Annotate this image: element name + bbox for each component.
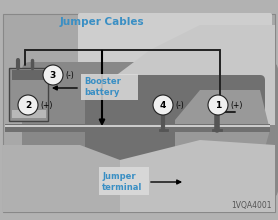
- Circle shape: [43, 65, 63, 85]
- FancyBboxPatch shape: [85, 75, 265, 170]
- Bar: [12, 110, 46, 118]
- Text: (-): (-): [175, 101, 184, 110]
- Text: (-): (-): [65, 70, 74, 79]
- Polygon shape: [120, 140, 275, 212]
- FancyBboxPatch shape: [81, 74, 138, 100]
- Circle shape: [208, 95, 228, 115]
- FancyBboxPatch shape: [78, 13, 272, 127]
- Bar: [12, 70, 46, 80]
- Text: (+): (+): [40, 101, 52, 110]
- Text: 1VQA4001: 1VQA4001: [232, 201, 272, 210]
- Text: Jumper Cables: Jumper Cables: [60, 17, 144, 27]
- FancyBboxPatch shape: [22, 62, 278, 198]
- Bar: [5, 125, 270, 127]
- Text: Jumper
terminal: Jumper terminal: [102, 172, 142, 192]
- Text: Booster
battery: Booster battery: [84, 77, 121, 97]
- Circle shape: [153, 95, 173, 115]
- Circle shape: [18, 95, 38, 115]
- FancyBboxPatch shape: [9, 68, 48, 121]
- Bar: [5, 124, 270, 132]
- Text: 2: 2: [25, 101, 31, 110]
- Polygon shape: [3, 145, 120, 212]
- Text: 3: 3: [50, 70, 56, 79]
- Text: (+): (+): [230, 101, 242, 110]
- Polygon shape: [110, 25, 275, 125]
- Text: 1: 1: [215, 101, 221, 110]
- Text: 4: 4: [160, 101, 166, 110]
- FancyBboxPatch shape: [99, 167, 149, 195]
- Polygon shape: [175, 90, 270, 165]
